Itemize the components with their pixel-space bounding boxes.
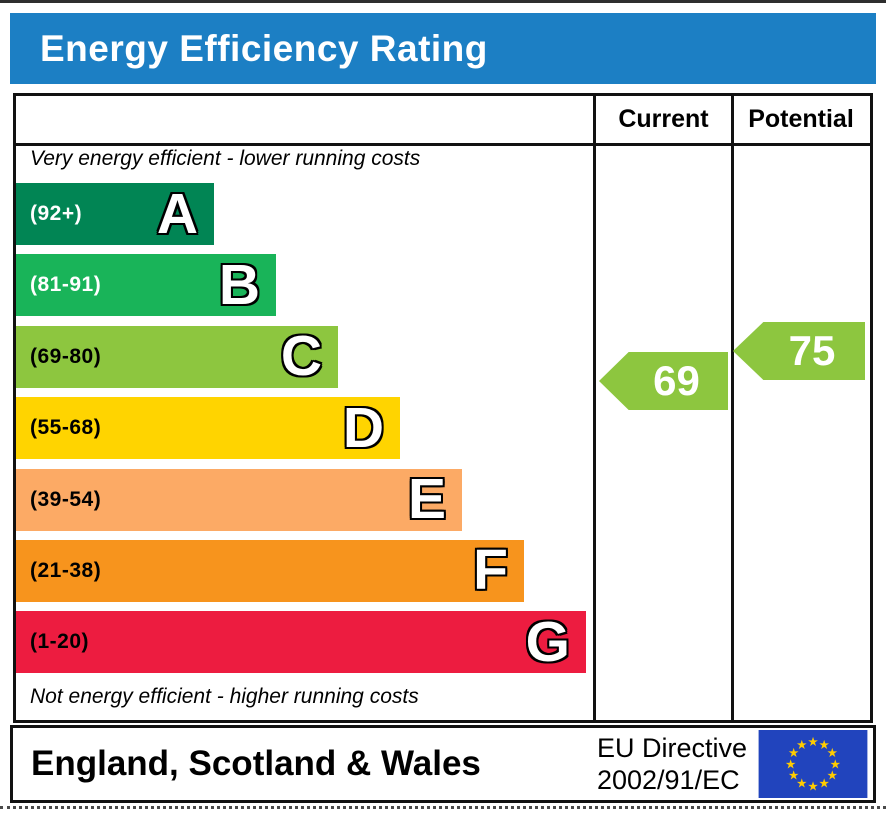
band-a: (92+) A	[16, 183, 214, 245]
svg-text:★: ★	[827, 745, 838, 760]
band-d: (55-68) D	[16, 395, 400, 460]
band-range-label: (39-54)	[30, 487, 102, 511]
svg-text:★: ★	[796, 737, 807, 752]
current-column-divider	[593, 96, 596, 720]
svg-text:★: ★	[819, 776, 830, 791]
band-letter: E	[407, 467, 446, 532]
region-label: England, Scotland & Wales	[31, 744, 481, 783]
eu-stars: ★ ★ ★ ★ ★ ★ ★ ★ ★ ★ ★ ★	[785, 734, 841, 794]
svg-text:★: ★	[827, 768, 838, 783]
svg-text:★: ★	[830, 756, 841, 771]
band-letter: F	[473, 538, 508, 603]
top-note: Very energy efficient - lower running co…	[30, 147, 421, 170]
page-title: Energy Efficiency Rating	[40, 27, 488, 69]
svg-text:★: ★	[788, 745, 799, 760]
rating-bands: (92+) A (81-91) B (69-80) C (55-68) D (3…	[16, 183, 593, 683]
band-f: (21-38) F	[16, 538, 524, 603]
potential-column-divider	[731, 96, 734, 720]
current-rating-value: 69	[653, 357, 700, 404]
svg-text:★: ★	[796, 776, 807, 791]
eu-directive-line1: EU Directive	[596, 732, 747, 763]
current-column-header: Current	[618, 105, 709, 133]
band-range-label: (21-38)	[30, 558, 102, 582]
potential-rating-value: 75	[788, 327, 836, 374]
rating-table: Current Potential Very energy efficient …	[13, 93, 873, 723]
top-edge-line	[0, 0, 886, 3]
band-range-label: (55-68)	[30, 416, 102, 440]
band-range-label: (81-91)	[30, 273, 102, 297]
band-b: (81-91) B	[16, 252, 276, 317]
header-row-divider	[16, 143, 870, 146]
eu-flag-icon: ★ ★ ★ ★ ★ ★ ★ ★ ★ ★ ★ ★	[758, 730, 868, 798]
band-g: (1-20) G	[16, 609, 586, 674]
svg-text:★: ★	[788, 768, 799, 783]
band-letter: B	[218, 252, 260, 317]
potential-rating-arrow: 75	[733, 322, 865, 380]
svg-text:★: ★	[819, 737, 830, 752]
band-c: (69-80) C	[16, 324, 338, 389]
band-e: (39-54) E	[16, 467, 462, 532]
current-rating-arrow: 69	[599, 352, 728, 410]
footer-bar: England, Scotland & Wales EU Directive 2…	[10, 725, 876, 803]
svg-text:★: ★	[807, 779, 818, 794]
eu-directive-label: EU Directive 2002/91/EC	[597, 732, 757, 797]
band-range-label: (92+)	[30, 202, 83, 225]
band-letter: A	[156, 181, 198, 246]
svg-text:★: ★	[785, 756, 796, 771]
band-letter: C	[280, 324, 322, 389]
potential-column-header: Potential	[748, 105, 854, 133]
bottom-edge-line	[0, 806, 886, 809]
band-range-label: (1-20)	[30, 630, 90, 654]
title-bar: Energy Efficiency Rating	[10, 13, 876, 84]
band-letter: D	[342, 395, 384, 460]
bottom-note: Not energy efficient - higher running co…	[30, 685, 419, 708]
svg-text:★: ★	[807, 734, 818, 749]
band-range-label: (69-80)	[30, 344, 102, 368]
eu-directive-line2: 2002/91/EC	[596, 765, 740, 795]
band-letter: G	[525, 609, 570, 674]
